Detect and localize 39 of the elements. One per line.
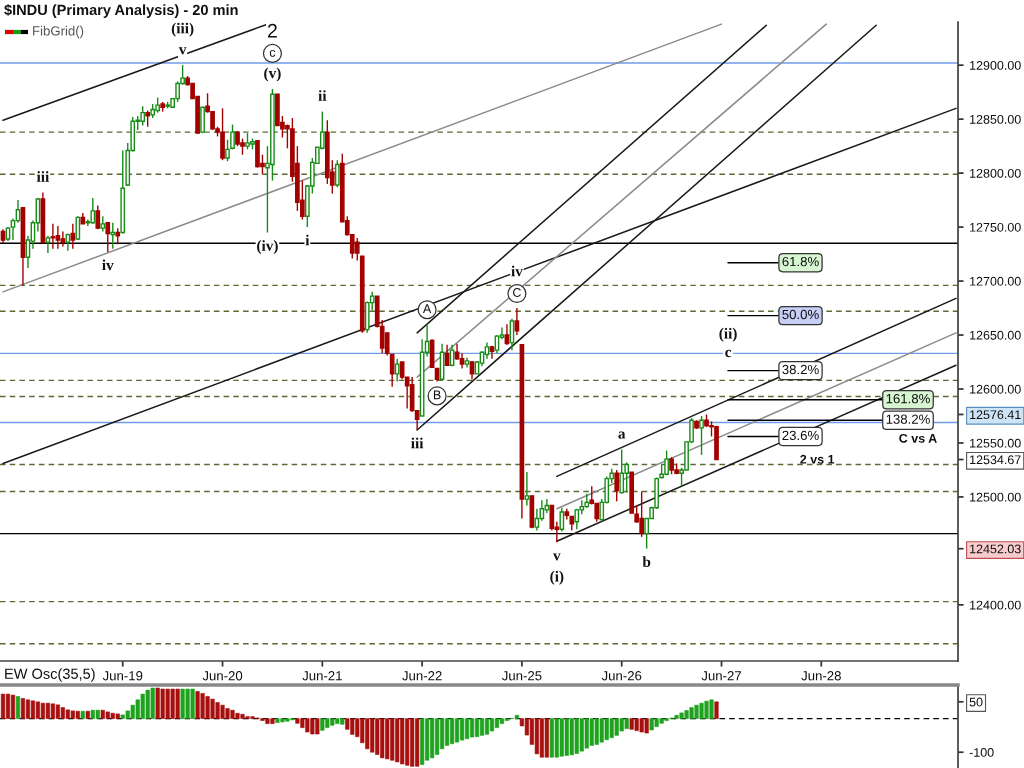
y-tick-label: 12400.00 (970, 600, 1021, 610)
text: B (433, 390, 441, 400)
text: ii (318, 90, 327, 101)
y-tick-label: 12550.00 (970, 438, 1021, 448)
text: a (618, 431, 626, 439)
y-tick-label: 12576.41 (970, 410, 1021, 420)
text: i (305, 234, 310, 246)
y-tick-label: 12650.00 (970, 330, 1021, 340)
y-tick-label: 12750.00 (970, 222, 1021, 232)
y-tick-label: 12500.00 (970, 492, 1021, 502)
text: iii (411, 437, 424, 449)
annotation: FibGrid() (33, 25, 84, 39)
text: iii (36, 171, 50, 182)
y-tick-label: 12850.00 (970, 114, 1021, 124)
annotation: 2 vs 1 (800, 454, 835, 464)
y-tick-label: 12900.00 (970, 60, 1021, 70)
y-tick-label: 12800.00 (970, 168, 1021, 178)
annotation: 138.2% (886, 414, 930, 424)
y-tick-label: 12534.67 (970, 455, 1021, 465)
text: iv C (511, 265, 523, 297)
text: (iv) (257, 240, 278, 254)
annotation: 50.0% (782, 309, 819, 320)
annotation: 61.8% (782, 256, 819, 267)
text: A (422, 304, 432, 313)
text: v (i) (550, 553, 564, 585)
y-tick-label: 12452.03 (970, 544, 1021, 554)
text: iv (102, 259, 114, 271)
chart-title: $INDU (Primary Analysis) - 20 min (4, 4, 238, 18)
annotation: (ii) (719, 327, 737, 342)
annotation: 161.8% (886, 393, 930, 404)
annotation: c (725, 349, 732, 358)
text: 2 c (v) (264, 23, 281, 82)
annotation: 23.6% (782, 430, 819, 441)
annotation: C vs A (899, 433, 937, 443)
y-tick-label: 12700.00 (970, 276, 1021, 286)
annotation: 38.2% (782, 364, 819, 375)
text: b (642, 556, 651, 568)
text: (iii) v (171, 22, 194, 55)
y-tick-label: 12600.00 (970, 384, 1021, 394)
